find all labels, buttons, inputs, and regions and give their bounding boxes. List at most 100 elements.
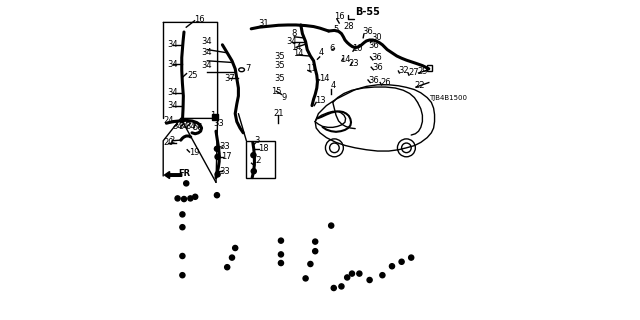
Circle shape xyxy=(184,181,189,186)
Text: 24: 24 xyxy=(164,116,174,125)
Circle shape xyxy=(329,223,334,228)
Text: 19: 19 xyxy=(189,148,199,156)
Text: 23: 23 xyxy=(349,59,360,68)
Text: 34: 34 xyxy=(202,48,212,57)
Text: 2: 2 xyxy=(169,136,174,145)
Text: 31: 31 xyxy=(259,19,269,28)
Circle shape xyxy=(180,273,185,278)
Text: 21: 21 xyxy=(274,109,284,118)
Text: 4: 4 xyxy=(331,81,336,90)
Text: 17: 17 xyxy=(221,152,232,161)
Bar xyxy=(246,141,275,178)
Circle shape xyxy=(332,285,337,291)
Circle shape xyxy=(278,238,284,243)
Circle shape xyxy=(399,259,404,264)
Circle shape xyxy=(180,225,185,230)
Text: 33: 33 xyxy=(214,119,225,128)
Circle shape xyxy=(215,154,220,159)
Text: 14: 14 xyxy=(291,43,301,52)
Circle shape xyxy=(180,253,185,259)
Circle shape xyxy=(357,271,362,276)
Circle shape xyxy=(339,284,344,289)
Circle shape xyxy=(175,196,180,201)
Text: 33: 33 xyxy=(219,167,230,176)
Text: 36: 36 xyxy=(371,53,382,62)
Text: 14: 14 xyxy=(340,55,350,64)
Text: 25: 25 xyxy=(187,71,198,80)
Circle shape xyxy=(312,249,317,254)
Text: 12: 12 xyxy=(251,156,262,164)
Text: 34: 34 xyxy=(167,40,178,49)
Text: B-55: B-55 xyxy=(355,7,380,17)
Text: 15: 15 xyxy=(271,87,282,96)
Circle shape xyxy=(214,193,220,198)
FancyArrow shape xyxy=(164,172,182,179)
Circle shape xyxy=(251,169,256,174)
Circle shape xyxy=(409,255,414,260)
Text: 14: 14 xyxy=(292,49,303,58)
Text: 28: 28 xyxy=(343,22,354,31)
Text: 14: 14 xyxy=(319,74,330,83)
Bar xyxy=(428,65,432,71)
Circle shape xyxy=(344,275,349,280)
Text: 5: 5 xyxy=(334,25,339,34)
Circle shape xyxy=(230,255,235,260)
Text: 29: 29 xyxy=(418,67,428,76)
Text: 34: 34 xyxy=(179,122,189,131)
Text: 8: 8 xyxy=(291,29,296,38)
Text: 34: 34 xyxy=(167,101,178,110)
Text: 20: 20 xyxy=(164,138,174,147)
Text: 13: 13 xyxy=(315,96,326,105)
Text: TJB4B1500: TJB4B1500 xyxy=(429,95,467,100)
Text: 5: 5 xyxy=(192,123,197,132)
Text: 26: 26 xyxy=(380,78,391,87)
Text: 37: 37 xyxy=(224,74,235,83)
Text: 34: 34 xyxy=(287,37,297,46)
Text: 34: 34 xyxy=(202,37,212,46)
Circle shape xyxy=(312,239,317,244)
Circle shape xyxy=(225,265,230,270)
Circle shape xyxy=(214,146,220,151)
Text: 35: 35 xyxy=(275,61,285,70)
Circle shape xyxy=(367,277,372,283)
Text: 35: 35 xyxy=(275,74,285,83)
Text: 34: 34 xyxy=(167,60,178,68)
Text: FR: FR xyxy=(179,169,191,178)
Circle shape xyxy=(389,264,394,269)
Text: 18: 18 xyxy=(259,144,269,153)
Text: 36: 36 xyxy=(368,76,379,85)
Text: 22: 22 xyxy=(415,81,425,90)
Text: 34: 34 xyxy=(172,122,183,131)
Text: 27: 27 xyxy=(408,68,419,77)
Circle shape xyxy=(303,276,308,281)
Text: 34: 34 xyxy=(185,122,196,131)
Text: 36: 36 xyxy=(362,27,373,36)
Circle shape xyxy=(380,273,385,278)
Circle shape xyxy=(278,252,284,257)
Circle shape xyxy=(349,271,355,276)
Circle shape xyxy=(188,196,193,201)
Text: 4: 4 xyxy=(319,48,324,57)
Text: 9: 9 xyxy=(282,93,287,102)
Text: 6: 6 xyxy=(197,123,202,132)
Circle shape xyxy=(180,212,185,217)
Circle shape xyxy=(215,172,220,177)
Text: 1: 1 xyxy=(210,111,216,120)
Text: 7: 7 xyxy=(245,64,250,73)
Text: 16: 16 xyxy=(334,12,344,21)
Text: 10: 10 xyxy=(352,44,362,53)
Text: 33: 33 xyxy=(219,142,230,151)
Bar xyxy=(212,114,218,120)
Circle shape xyxy=(182,196,187,202)
Text: 36: 36 xyxy=(372,63,383,72)
Circle shape xyxy=(308,261,313,267)
Text: 32: 32 xyxy=(398,66,409,75)
Text: 16: 16 xyxy=(193,15,204,24)
Text: 34: 34 xyxy=(167,88,178,97)
Text: 34: 34 xyxy=(202,61,212,70)
Text: 11: 11 xyxy=(306,64,316,73)
Text: 36: 36 xyxy=(368,41,379,50)
Circle shape xyxy=(251,153,256,158)
Circle shape xyxy=(193,194,198,199)
Text: 35: 35 xyxy=(275,52,285,60)
